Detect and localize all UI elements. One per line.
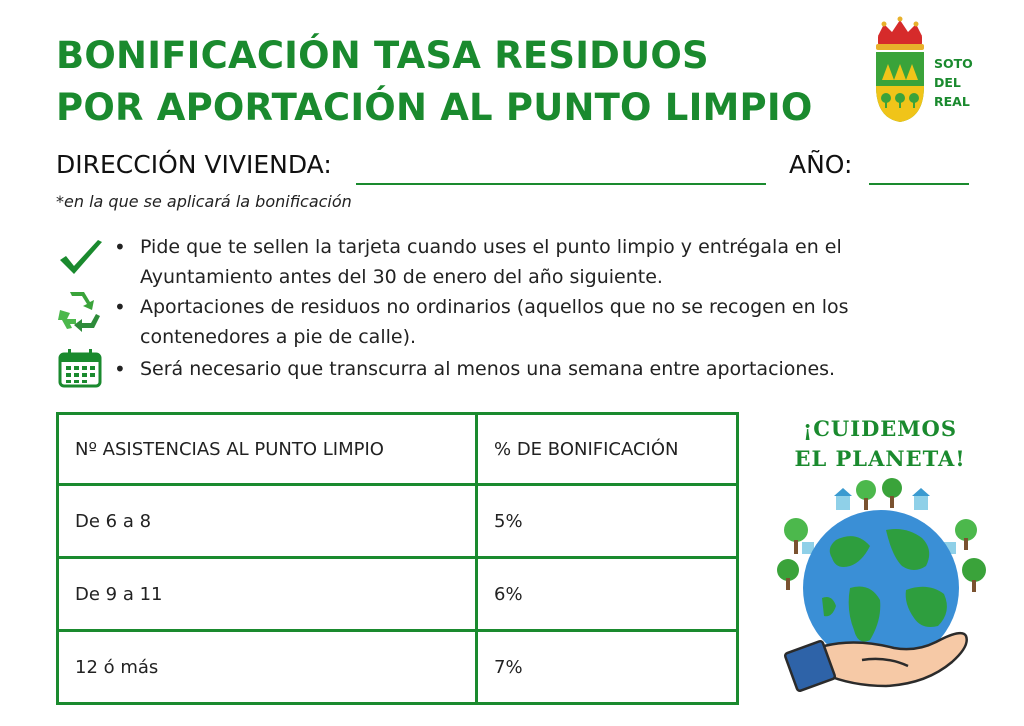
bullet-stamp-card: Pide que te sellen la tarjeta cuando use… — [114, 232, 960, 292]
logo-text-line-3: REAL — [934, 94, 970, 109]
tree-icon — [777, 478, 986, 592]
slogan-line-2: EL PLANETA! — [794, 446, 966, 471]
recycle-icon — [58, 291, 100, 333]
table-header-row: Nº ASISTENCIAS AL PUNTO LIMPIO % DE BONI… — [56, 412, 739, 486]
cell-attendances: 12 ó más — [56, 629, 478, 705]
table-row: De 9 a 11 6% — [56, 556, 739, 632]
logo-text-line-1: SOTO — [934, 56, 973, 71]
cell-attendances: De 6 a 8 — [56, 483, 478, 559]
globe-in-hand-illustration — [777, 478, 986, 693]
header-bonus-percent: % DE BONIFICACIÓN — [475, 412, 739, 486]
table-row: 12 ó más 7% — [56, 629, 739, 705]
cell-bonus: 7% — [475, 629, 739, 705]
header-attendances: Nº ASISTENCIAS AL PUNTO LIMPIO — [56, 412, 478, 486]
year-input-line[interactable] — [869, 183, 969, 185]
address-input-line[interactable] — [356, 183, 766, 185]
title-line-1: BONIFICACIÓN TASA RESIDUOS — [56, 34, 709, 77]
logo-text-line-2: DEL — [934, 75, 961, 90]
bonus-table: Nº ASISTENCIAS AL PUNTO LIMPIO % DE BONI… — [56, 412, 739, 705]
year-label: AÑO: — [789, 150, 853, 179]
slogan-line-1: ¡CUIDEMOS — [803, 416, 957, 441]
bullet-weekly-interval: Será necesario que transcurra al menos u… — [114, 354, 960, 384]
town-coat-of-arms-logo — [876, 16, 924, 122]
cell-bonus: 6% — [475, 556, 739, 632]
document-title: BONIFICACIÓN TASA RESIDUOS POR APORTACIÓ… — [56, 30, 813, 134]
slogan: ¡CUIDEMOS EL PLANETA! — [770, 414, 990, 474]
cell-bonus: 5% — [475, 483, 739, 559]
address-label: DIRECCIÓN VIVIENDA: — [56, 150, 332, 179]
title-line-2: POR APORTACIÓN AL PUNTO LIMPIO — [56, 86, 813, 129]
calendar-icon — [58, 349, 102, 388]
address-note: *en la que se aplicará la bonificación — [56, 192, 352, 211]
table-row: De 6 a 8 5% — [56, 483, 739, 559]
town-logo-text: SOTO DEL REAL — [934, 54, 973, 111]
cell-attendances: De 9 a 11 — [56, 556, 478, 632]
checkmark-icon — [60, 240, 102, 274]
bullet-non-ordinary-waste: Aportaciones de residuos no ordinarios (… — [114, 292, 960, 352]
